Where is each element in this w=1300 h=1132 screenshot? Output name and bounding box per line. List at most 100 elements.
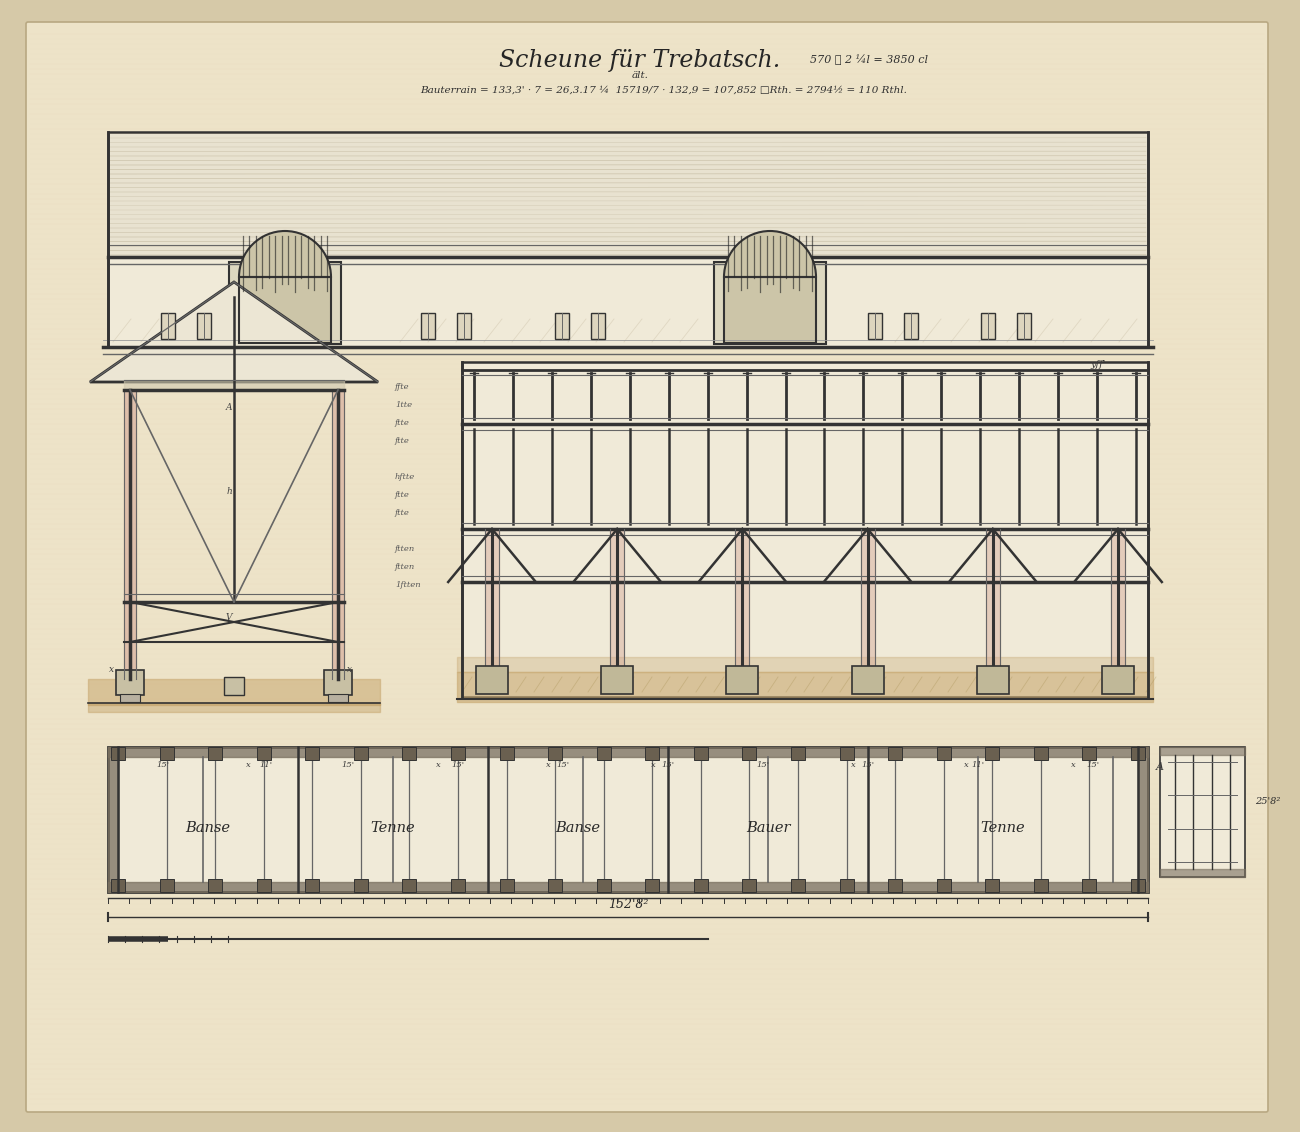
Text: Tenne: Tenne xyxy=(980,821,1026,834)
Bar xyxy=(403,747,416,760)
Text: Scheune für Trebatsch.: Scheune für Trebatsch. xyxy=(499,49,780,71)
Bar xyxy=(111,747,125,760)
Text: ftten: ftten xyxy=(395,544,415,554)
Text: Tenne: Tenne xyxy=(370,821,415,834)
Bar xyxy=(208,880,222,892)
Text: Bauterrain = 133,3' · 7 = 26,3.17 ¼  15719/7 · 132,9 = 107,852 □Rth. = 2794½ = 1: Bauterrain = 133,3' · 7 = 26,3.17 ¼ 1571… xyxy=(420,86,907,94)
Text: ffte: ffte xyxy=(395,383,410,391)
Bar xyxy=(976,666,1009,694)
Bar xyxy=(462,362,1148,697)
Bar xyxy=(742,880,757,892)
Wedge shape xyxy=(239,231,332,277)
Text: 152'8²: 152'8² xyxy=(608,899,649,911)
Bar xyxy=(592,314,604,338)
Text: ftte: ftte xyxy=(395,509,410,517)
Bar xyxy=(198,314,211,338)
Bar xyxy=(239,277,332,343)
Text: x: x xyxy=(650,761,655,769)
Bar xyxy=(1131,880,1145,892)
Bar xyxy=(1034,747,1048,760)
Bar xyxy=(868,314,881,338)
Bar xyxy=(790,880,805,892)
Bar xyxy=(597,880,611,892)
Text: x: x xyxy=(850,761,855,769)
Bar xyxy=(840,880,854,892)
Bar xyxy=(160,880,174,892)
Bar xyxy=(985,880,1000,892)
Text: 15': 15' xyxy=(757,761,770,769)
Bar xyxy=(852,666,884,694)
Bar xyxy=(239,277,332,343)
Bar xyxy=(888,747,902,760)
Text: x: x xyxy=(109,666,114,675)
Bar xyxy=(937,747,950,760)
Bar xyxy=(120,694,140,702)
Bar xyxy=(476,666,508,694)
Text: V: V xyxy=(226,612,233,621)
Bar xyxy=(1017,314,1031,338)
Bar xyxy=(208,747,222,760)
Text: 25'8²: 25'8² xyxy=(1254,798,1280,806)
Text: 15': 15' xyxy=(556,761,569,769)
Bar xyxy=(256,880,270,892)
Text: 11': 11' xyxy=(971,761,984,769)
Bar xyxy=(451,880,465,892)
Bar xyxy=(937,880,950,892)
Text: 1tte: 1tte xyxy=(395,401,412,409)
Bar xyxy=(499,747,514,760)
Bar xyxy=(742,747,757,760)
Bar xyxy=(727,666,758,694)
Bar xyxy=(108,132,1148,257)
Bar xyxy=(985,747,1000,760)
FancyBboxPatch shape xyxy=(26,22,1268,1112)
Bar xyxy=(645,747,659,760)
Bar xyxy=(229,261,341,344)
Bar xyxy=(645,880,659,892)
Text: 11': 11' xyxy=(260,761,273,769)
Text: x: x xyxy=(347,666,352,675)
Text: Bauer: Bauer xyxy=(746,821,790,834)
Text: 15': 15' xyxy=(662,761,675,769)
Bar xyxy=(161,314,176,338)
Bar xyxy=(1160,747,1245,877)
Bar xyxy=(328,694,348,702)
Text: A: A xyxy=(1156,762,1164,772)
Bar xyxy=(555,314,569,338)
Text: h: h xyxy=(226,487,231,496)
Text: ält.: ält. xyxy=(632,71,649,80)
Bar xyxy=(1083,747,1096,760)
Bar xyxy=(354,880,368,892)
Text: Banse: Banse xyxy=(186,821,230,834)
Text: 15': 15' xyxy=(342,761,355,769)
Bar xyxy=(597,747,611,760)
Text: x: x xyxy=(546,761,550,769)
Bar xyxy=(1034,880,1048,892)
Bar xyxy=(458,314,471,338)
Bar xyxy=(108,747,1148,892)
Bar xyxy=(888,880,902,892)
Text: 1ftten: 1ftten xyxy=(395,581,421,589)
Bar xyxy=(354,747,368,760)
Bar xyxy=(601,666,633,694)
Bar xyxy=(694,747,709,760)
Text: x: x xyxy=(246,761,251,769)
Bar xyxy=(306,747,320,760)
Text: 15': 15' xyxy=(862,761,875,769)
Bar xyxy=(840,747,854,760)
Text: 570 ✦ 2 ¼l = 3850 cl: 570 ✦ 2 ¼l = 3850 cl xyxy=(810,54,928,66)
Text: ftte: ftte xyxy=(395,491,410,499)
Text: ftten: ftten xyxy=(395,563,415,571)
Text: 15': 15' xyxy=(156,761,169,769)
Text: 15': 15' xyxy=(1087,761,1100,769)
Bar xyxy=(1131,747,1145,760)
Bar xyxy=(694,880,709,892)
Text: ftte: ftte xyxy=(395,419,410,427)
Bar xyxy=(451,747,465,760)
Polygon shape xyxy=(90,282,378,381)
Text: ftte: ftte xyxy=(395,437,410,445)
Bar xyxy=(1083,880,1096,892)
Bar xyxy=(108,257,1148,348)
Bar xyxy=(549,880,562,892)
Bar xyxy=(306,880,320,892)
Bar xyxy=(1102,666,1134,694)
